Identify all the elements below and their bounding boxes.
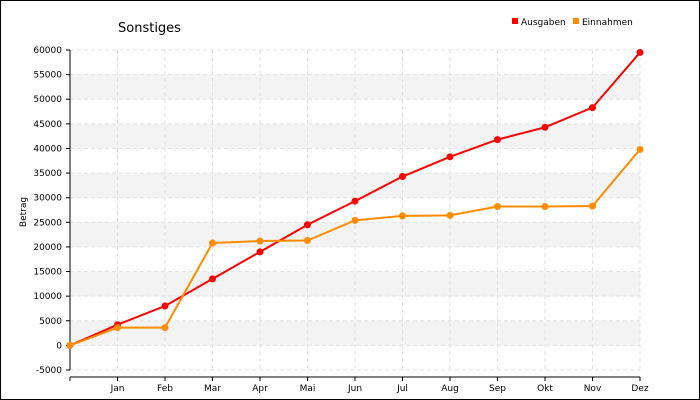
y-tick-label: 35000: [33, 169, 62, 179]
data-point-einnahmen: [446, 211, 454, 219]
grid-lines: [70, 49, 641, 371]
data-point-einnahmen: [66, 341, 74, 349]
data-point-ausgaben: [351, 197, 359, 205]
data-point-einnahmen: [304, 237, 311, 245]
data-point-ausgaben: [256, 248, 264, 256]
y-tick-label: 40000: [33, 144, 62, 154]
data-point-einnahmen: [636, 145, 644, 153]
data-point-ausgaben: [399, 173, 406, 181]
x-tick-label: Apr: [252, 384, 268, 394]
x-tick-label: Mai: [300, 384, 316, 394]
y-tick-label: 10000: [33, 292, 62, 302]
data-point-ausgaben: [209, 275, 216, 283]
y-axis-ticks: -5000 0 5000 10000 15000 20000 25000 30000 35000…: [33, 46, 70, 376]
y-tick-label: 0: [56, 341, 62, 351]
data-point-ausgaben: [446, 153, 454, 161]
x-tick-label: Dez: [631, 384, 648, 394]
y-tick-label: 50000: [33, 95, 62, 105]
x-tick-label: Sep: [489, 384, 506, 394]
data-point-ausgaben: [541, 123, 549, 131]
y-tick-label: 20000: [33, 243, 62, 253]
x-tick-label: Aug: [441, 384, 459, 394]
data-point-ausgaben: [161, 302, 169, 310]
y-tick-label: 45000: [33, 120, 62, 130]
legend: Ausgaben Einnahmen: [512, 18, 633, 28]
data-point-ausgaben: [494, 136, 501, 144]
data-point-einnahmen: [209, 239, 216, 247]
x-tick-label: Feb: [157, 384, 173, 394]
legend-swatch-einnahmen: [573, 18, 579, 24]
series-layer: [66, 48, 644, 349]
data-point-einnahmen: [589, 202, 596, 210]
y-tick-label: 25000: [33, 218, 62, 228]
y-tick-label: 5000: [39, 317, 62, 327]
data-point-ausgaben: [636, 48, 644, 56]
data-point-einnahmen: [161, 324, 169, 332]
y-tick-label: 30000: [33, 194, 62, 204]
x-tick-label: Jul: [396, 384, 408, 394]
data-point-ausgaben: [589, 104, 596, 112]
data-point-einnahmen: [541, 203, 549, 211]
data-point-ausgaben: [304, 221, 311, 229]
legend-swatch-ausgaben: [512, 18, 518, 24]
y-tick-label: -5000: [36, 366, 62, 376]
x-tick-label: Mar: [204, 384, 221, 394]
x-tick-label: Nov: [584, 384, 602, 394]
data-point-einnahmen: [256, 237, 264, 245]
data-point-einnahmen: [351, 216, 359, 224]
data-point-einnahmen: [494, 203, 501, 211]
y-tick-label: 60000: [33, 46, 62, 56]
y-tick-label: 15000: [33, 268, 62, 278]
x-tick-label: Jan: [110, 384, 125, 394]
x-axis-ticks: Jan Feb Mar Apr Mai Jun Jul Aug Sep Okt Nov Dez: [69, 377, 649, 394]
data-point-einnahmen: [114, 324, 121, 332]
y-axis-label: Betrag: [19, 197, 29, 227]
legend-label-ausgaben: Ausgaben: [521, 18, 566, 28]
legend-label-einnahmen: Einnahmen: [582, 18, 633, 28]
x-tick-label: Jun: [347, 384, 362, 394]
chart-title: Sonstiges: [118, 21, 181, 36]
x-tick-label: Okt: [537, 384, 553, 394]
data-point-einnahmen: [399, 212, 406, 220]
y-tick-label: 55000: [33, 71, 62, 81]
